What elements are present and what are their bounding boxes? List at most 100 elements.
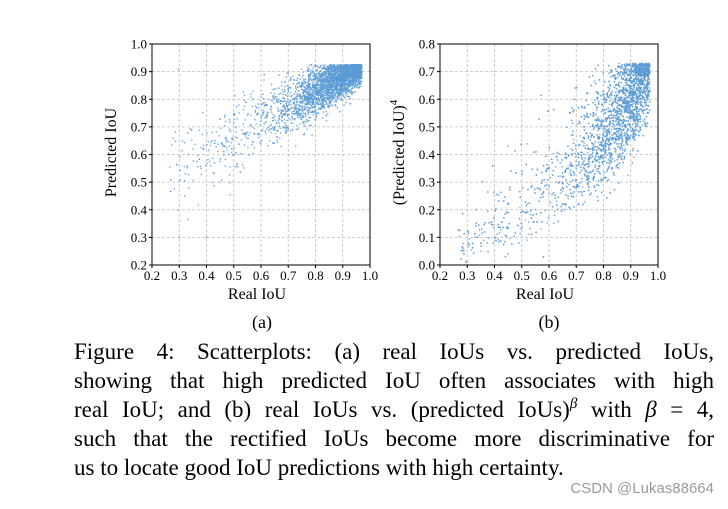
scatter-point bbox=[354, 77, 356, 79]
scatter-point bbox=[351, 68, 354, 70]
scatter-point bbox=[309, 104, 311, 106]
scatter-point bbox=[356, 81, 359, 83]
scatter-point bbox=[304, 108, 306, 111]
scatter-point bbox=[326, 77, 329, 79]
scatter-point bbox=[358, 72, 361, 74]
scatter-point bbox=[340, 69, 342, 71]
scatter-point bbox=[355, 76, 358, 79]
scatter-point bbox=[315, 87, 317, 89]
scatter-point bbox=[301, 102, 304, 105]
scatter-point bbox=[327, 88, 330, 90]
scatter-point bbox=[290, 78, 292, 80]
scatter-point bbox=[278, 87, 280, 89]
scatter-point bbox=[304, 81, 307, 84]
scatter-point bbox=[358, 83, 361, 85]
scatter-point bbox=[304, 98, 307, 101]
scatter-point bbox=[358, 85, 361, 88]
scatter-point bbox=[303, 105, 305, 107]
scatter-point bbox=[341, 69, 344, 71]
scatter-point bbox=[284, 89, 286, 91]
scatter-point bbox=[302, 106, 304, 108]
scatter-point bbox=[324, 75, 327, 77]
scatter-point bbox=[336, 67, 338, 69]
scatter-point bbox=[327, 67, 330, 69]
scatter-point bbox=[236, 118, 238, 120]
scatter-point bbox=[286, 113, 288, 116]
scatter-point bbox=[342, 89, 345, 91]
scatter-point bbox=[239, 171, 241, 173]
scatter-point bbox=[296, 95, 299, 97]
scatter-point bbox=[273, 142, 275, 145]
scatter-point bbox=[317, 90, 319, 92]
scatter-point bbox=[302, 81, 304, 83]
scatter-point bbox=[319, 79, 322, 81]
scatter-point bbox=[323, 98, 325, 101]
scatter-point bbox=[299, 97, 301, 99]
scatter-point bbox=[206, 144, 208, 146]
scatter-point bbox=[334, 80, 336, 82]
scatter-point bbox=[341, 81, 343, 83]
scatter-point bbox=[308, 96, 310, 98]
scatter-point bbox=[294, 108, 296, 110]
scatter-point bbox=[311, 94, 313, 96]
scatter-point bbox=[348, 96, 350, 98]
scatter-point bbox=[351, 92, 354, 95]
scatter-point bbox=[346, 67, 348, 69]
scatter-point bbox=[326, 66, 328, 68]
scatter-point bbox=[333, 66, 336, 68]
y-tick-label: 1.0 bbox=[131, 37, 147, 52]
scatter-point bbox=[352, 76, 355, 79]
scatter-point bbox=[303, 81, 306, 83]
scatter-point bbox=[296, 93, 298, 95]
scatter-point bbox=[322, 99, 324, 102]
scatter-point bbox=[286, 115, 289, 118]
scatter-point bbox=[319, 90, 321, 93]
scatter-point bbox=[298, 112, 300, 115]
scatter-point bbox=[325, 84, 327, 87]
scatter-point bbox=[260, 117, 262, 119]
scatter-point bbox=[321, 99, 323, 101]
scatter-point bbox=[340, 64, 342, 66]
scatter-point bbox=[321, 87, 323, 89]
scatter-point bbox=[308, 99, 311, 101]
scatter-point bbox=[213, 162, 216, 164]
scatter-point bbox=[340, 97, 343, 99]
scatter-point bbox=[284, 114, 286, 116]
scatter-point bbox=[333, 72, 336, 75]
scatter-point bbox=[307, 90, 309, 93]
scatter-point bbox=[325, 92, 327, 94]
scatter-point bbox=[324, 79, 327, 81]
scatter-point bbox=[214, 142, 216, 144]
scatter-point bbox=[301, 101, 303, 103]
scatter-point bbox=[470, 249, 473, 251]
scatter-point bbox=[262, 93, 264, 95]
scatter-point bbox=[341, 88, 344, 91]
scatter-point bbox=[357, 69, 359, 72]
scatter-point bbox=[344, 74, 346, 76]
scatter-point bbox=[306, 102, 308, 104]
scatter-point bbox=[274, 125, 276, 128]
scatter-point bbox=[303, 90, 305, 93]
scatter-point bbox=[337, 80, 340, 83]
scatter-point bbox=[352, 65, 354, 67]
scatter-point bbox=[343, 86, 345, 89]
scatter-point bbox=[298, 106, 301, 109]
scatter-point bbox=[211, 131, 213, 134]
scatter-point bbox=[329, 97, 332, 100]
scatter-point bbox=[301, 118, 303, 121]
scatter-point bbox=[313, 87, 316, 89]
scatter-point bbox=[302, 101, 304, 103]
scatter-point bbox=[332, 69, 334, 71]
scatter-point bbox=[187, 132, 189, 134]
scatter-point bbox=[264, 101, 266, 104]
scatter-point bbox=[308, 86, 311, 88]
scatter-point bbox=[284, 85, 286, 88]
scatter-point bbox=[170, 179, 172, 181]
scatter-point bbox=[314, 78, 317, 81]
scatter-point bbox=[264, 132, 267, 135]
scatter-point bbox=[322, 93, 324, 96]
scatter-point bbox=[295, 107, 298, 109]
scatter-point bbox=[309, 96, 312, 99]
scatter-point bbox=[334, 78, 337, 80]
scatter-point bbox=[293, 108, 295, 110]
